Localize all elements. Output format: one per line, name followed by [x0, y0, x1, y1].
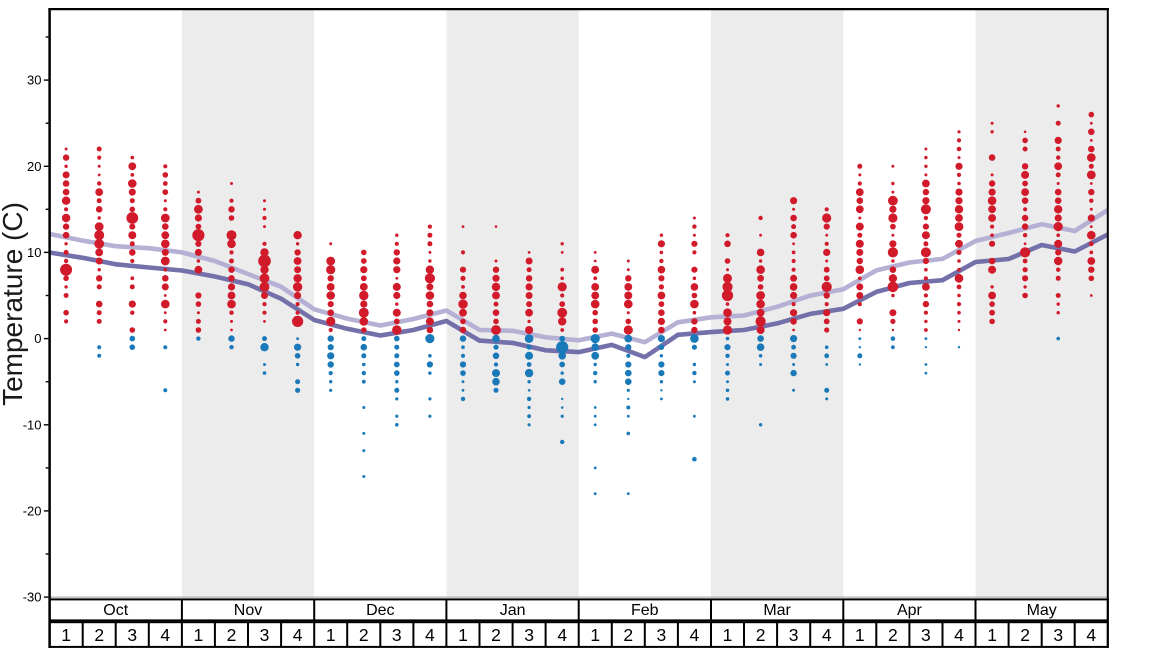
- svg-text:2: 2: [623, 625, 633, 645]
- svg-text:2: 2: [756, 625, 766, 645]
- svg-text:-10: -10: [23, 417, 42, 432]
- svg-text:Jan: Jan: [500, 602, 526, 619]
- svg-text:30: 30: [27, 73, 41, 88]
- svg-text:2: 2: [1020, 625, 1030, 645]
- svg-text:4: 4: [954, 625, 964, 645]
- svg-text:2: 2: [359, 625, 369, 645]
- svg-text:May: May: [1027, 602, 1057, 619]
- svg-text:0: 0: [34, 331, 41, 346]
- svg-text:2: 2: [491, 625, 501, 645]
- svg-text:3: 3: [260, 625, 270, 645]
- svg-text:-30: -30: [23, 590, 42, 605]
- svg-text:Dec: Dec: [366, 602, 394, 619]
- svg-text:4: 4: [557, 625, 567, 645]
- svg-text:1: 1: [723, 625, 733, 645]
- svg-text:2: 2: [888, 625, 898, 645]
- svg-text:3: 3: [921, 625, 931, 645]
- svg-text:3: 3: [657, 625, 667, 645]
- svg-text:1: 1: [590, 625, 600, 645]
- svg-text:4: 4: [293, 625, 303, 645]
- svg-text:Temperature (C): Temperature (C): [0, 202, 28, 406]
- svg-text:20: 20: [27, 159, 41, 174]
- svg-text:1: 1: [987, 625, 997, 645]
- svg-text:4: 4: [160, 625, 170, 645]
- svg-text:Oct: Oct: [103, 602, 128, 619]
- svg-text:1: 1: [61, 625, 71, 645]
- svg-text:-20: -20: [23, 503, 42, 518]
- svg-text:2: 2: [94, 625, 104, 645]
- svg-text:4: 4: [1086, 625, 1096, 645]
- svg-text:3: 3: [524, 625, 534, 645]
- svg-text:Apr: Apr: [897, 602, 923, 619]
- svg-text:3: 3: [789, 625, 799, 645]
- svg-text:1: 1: [458, 625, 468, 645]
- svg-text:3: 3: [127, 625, 137, 645]
- svg-text:10: 10: [27, 245, 41, 260]
- svg-text:Feb: Feb: [631, 602, 659, 619]
- svg-text:3: 3: [1053, 625, 1063, 645]
- svg-text:1: 1: [194, 625, 204, 645]
- svg-text:1: 1: [855, 625, 865, 645]
- svg-text:Nov: Nov: [234, 602, 262, 619]
- svg-text:4: 4: [822, 625, 832, 645]
- svg-text:Mar: Mar: [763, 602, 791, 619]
- svg-text:2: 2: [227, 625, 237, 645]
- svg-text:3: 3: [392, 625, 402, 645]
- svg-text:4: 4: [425, 625, 435, 645]
- svg-text:4: 4: [690, 625, 700, 645]
- svg-text:1: 1: [326, 625, 336, 645]
